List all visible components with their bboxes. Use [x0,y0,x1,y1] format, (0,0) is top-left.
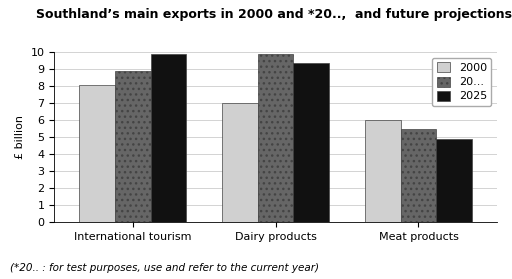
Bar [365,120,400,222]
Text: Southland’s main exports in 2000 and *20..,  and future projections for 2025: Southland’s main exports in 2000 and *20… [36,8,512,21]
Bar [115,71,151,222]
Bar [293,63,329,222]
Bar [79,85,115,222]
Bar [151,54,186,222]
Bar [222,103,258,222]
Y-axis label: £ billion: £ billion [15,115,25,159]
Bar [436,139,472,222]
Bar [258,54,293,222]
Bar [400,129,436,222]
Legend: 2000, 20..., 2025: 2000, 20..., 2025 [432,58,492,106]
Text: (*20.. : for test purposes, use and refer to the current year): (*20.. : for test purposes, use and refe… [10,263,319,273]
